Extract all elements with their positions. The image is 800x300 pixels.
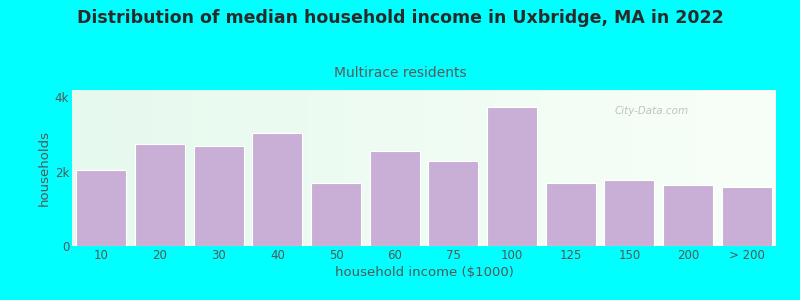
Text: Multirace residents: Multirace residents	[334, 66, 466, 80]
Bar	[135, 144, 185, 246]
Y-axis label: households: households	[38, 130, 50, 206]
Bar	[194, 146, 243, 246]
Text: City-Data.com: City-Data.com	[614, 106, 688, 116]
X-axis label: household income ($1000): household income ($1000)	[334, 266, 514, 279]
Bar	[605, 180, 654, 246]
Bar	[722, 187, 771, 246]
Bar	[429, 160, 478, 246]
Bar	[253, 133, 302, 246]
Bar	[77, 170, 126, 246]
Bar	[370, 151, 419, 246]
Bar	[487, 107, 537, 246]
Text: Distribution of median household income in Uxbridge, MA in 2022: Distribution of median household income …	[77, 9, 723, 27]
Bar	[311, 183, 361, 246]
Bar	[663, 185, 713, 246]
Bar	[546, 183, 595, 246]
